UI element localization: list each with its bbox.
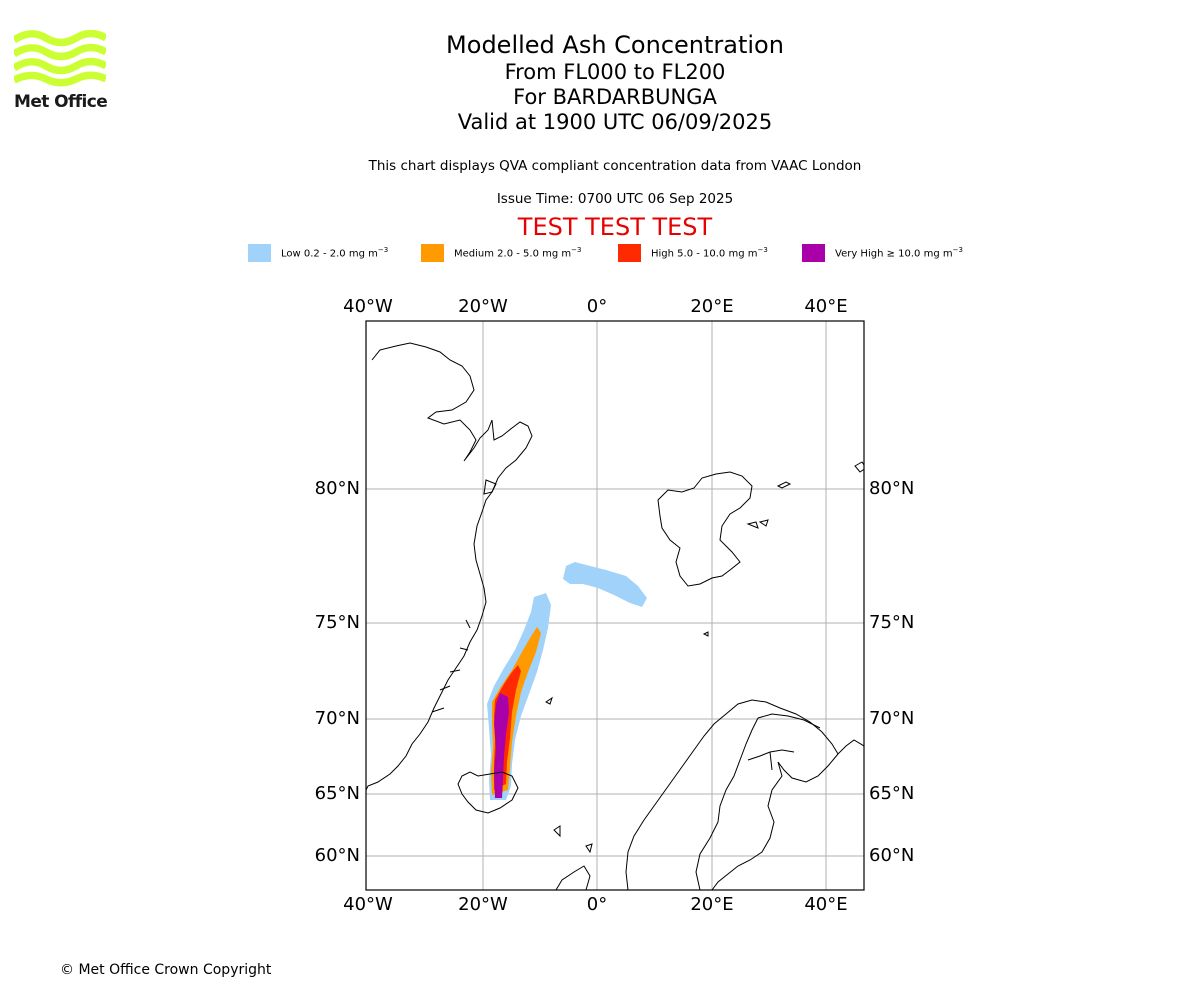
lat-label-right: 75°N <box>869 612 914 633</box>
lon-label-bottom: 20°W <box>458 894 508 915</box>
legend-label-medium: Medium 2.0 - 5.0 mg m−3 <box>454 246 582 260</box>
lon-label-top: 40°E <box>804 296 847 317</box>
legend-label-high: High 5.0 - 10.0 mg m−3 <box>651 246 768 260</box>
lat-label-right: 80°N <box>869 478 914 499</box>
coastlines <box>366 342 864 890</box>
greenland-coast <box>366 342 533 791</box>
volcano-title: For BARDARBUNGA <box>513 85 717 109</box>
lat-label-right: 60°N <box>869 845 914 866</box>
legend-swatch-medium <box>421 244 444 262</box>
gridlines <box>366 321 864 890</box>
copyright-text: © Met Office Crown Copyright <box>60 962 272 978</box>
lon-label-top: 0° <box>587 296 607 317</box>
lon-label-top: 20°W <box>458 296 508 317</box>
lat-label-right: 65°N <box>869 783 914 804</box>
logo-text: Met Office <box>14 92 108 112</box>
scandinavia-coast <box>625 699 864 890</box>
legend-label-low: Low 0.2 - 2.0 mg m−3 <box>281 246 389 260</box>
lat-label-right: 70°N <box>869 708 914 729</box>
chart-titles: Modelled Ash Concentration From FL000 to… <box>365 30 865 135</box>
ash-very-high-region <box>494 693 509 798</box>
lon-label-top: 40°W <box>343 296 393 317</box>
legend-swatch-high <box>618 244 641 262</box>
lon-label-bottom: 20°E <box>690 894 733 915</box>
issue-time-text: Issue Time: 0700 UTC 06 Sep 2025 <box>496 191 734 207</box>
lon-label-top: 20°E <box>690 296 733 317</box>
iceland-coast <box>457 771 519 814</box>
lon-label-bottom: 40°E <box>804 894 847 915</box>
logo-waves-icon <box>11 29 108 87</box>
lat-label-left: 75°N <box>315 612 360 633</box>
main-title: Modelled Ash Concentration <box>446 31 784 59</box>
legend-swatch-very-high <box>802 244 825 262</box>
legend-item-very-high: Very High ≥ 10.0 mg m−3 <box>802 244 963 262</box>
lat-label-left: 70°N <box>315 708 360 729</box>
lon-label-bottom: 0° <box>587 894 607 915</box>
valid-time-title: Valid at 1900 UTC 06/09/2025 <box>457 110 773 134</box>
lon-label-bottom: 40°W <box>343 894 393 915</box>
map-area <box>366 321 864 890</box>
lat-label-left: 60°N <box>315 845 360 866</box>
legend-label-very-high: Very High ≥ 10.0 mg m−3 <box>835 246 963 260</box>
met-office-logo: Met Office <box>11 29 108 112</box>
lat-label-left: 80°N <box>315 478 360 499</box>
legend-item-low: Low 0.2 - 2.0 mg m−3 <box>248 244 388 262</box>
legend-item-high: High 5.0 - 10.0 mg m−3 <box>618 244 768 262</box>
axis-labels: 40°W 20°W 0° 20°E 40°E 40°W 20°W 0° 20°E… <box>315 296 915 915</box>
legend: Low 0.2 - 2.0 mg m−3 Medium 2.0 - 5.0 mg… <box>0 244 1200 264</box>
svalbard-coast <box>657 471 753 587</box>
map-frame <box>365 320 865 891</box>
flight-level-title: From FL000 to FL200 <box>504 60 726 84</box>
description-text: This chart displays QVA compliant concen… <box>368 158 862 174</box>
lat-label-left: 65°N <box>315 783 360 804</box>
test-banner: TEST TEST TEST <box>517 213 713 241</box>
legend-swatch-low <box>248 244 271 262</box>
legend-item-medium: Medium 2.0 - 5.0 mg m−3 <box>421 244 581 262</box>
